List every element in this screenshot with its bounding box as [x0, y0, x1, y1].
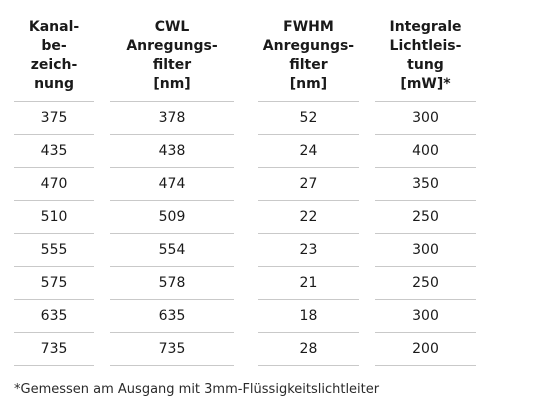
cell-kanal: 735 [14, 333, 95, 366]
header-kanalbezeichnung: Kanal- be- zeich- nung [14, 18, 95, 102]
footnote: *Gemessen am Ausgang mit 3mm-Flüssigkeit… [14, 382, 380, 397]
table-row: 435 438 24 400 [14, 135, 477, 168]
cell-kanal: 575 [14, 267, 95, 300]
cell-lichtleistung: 300 [374, 300, 477, 333]
cell-lichtleistung: 400 [374, 135, 477, 168]
cell-fwhm: 24 [257, 135, 359, 168]
table-header: Kanal- be- zeich- nung CWL Anregungs- fi… [14, 18, 477, 102]
cell-cwl: 635 [110, 300, 234, 333]
cell-fwhm: 27 [257, 168, 359, 201]
table-row: 635 635 18 300 [14, 300, 477, 333]
cell-cwl: 735 [110, 333, 234, 366]
cell-lichtleistung: 300 [374, 102, 477, 135]
cell-cwl: 509 [110, 201, 234, 234]
cell-kanal: 510 [14, 201, 95, 234]
cell-fwhm: 21 [257, 267, 359, 300]
table-row: 555 554 23 300 [14, 234, 477, 267]
cell-cwl: 438 [110, 135, 234, 168]
data-table: Kanal- be- zeich- nung CWL Anregungs- fi… [14, 18, 477, 366]
cell-cwl: 378 [110, 102, 234, 135]
header-lichtleistung: Integrale Lichtleis- tung [mW]* [374, 18, 477, 102]
cell-kanal: 635 [14, 300, 95, 333]
table-row: 510 509 22 250 [14, 201, 477, 234]
header-fwhm: FWHM Anregungs- filter [nm] [257, 18, 359, 102]
cell-fwhm: 28 [257, 333, 359, 366]
cell-fwhm: 52 [257, 102, 359, 135]
cell-kanal: 375 [14, 102, 95, 135]
cell-lichtleistung: 350 [374, 168, 477, 201]
cell-lichtleistung: 250 [374, 201, 477, 234]
cell-kanal: 435 [14, 135, 95, 168]
cell-fwhm: 18 [257, 300, 359, 333]
cell-cwl: 578 [110, 267, 234, 300]
cell-cwl: 474 [110, 168, 234, 201]
table-row: 735 735 28 200 [14, 333, 477, 366]
cell-fwhm: 23 [257, 234, 359, 267]
table-row: 575 578 21 250 [14, 267, 477, 300]
cell-kanal: 470 [14, 168, 95, 201]
cell-lichtleistung: 200 [374, 333, 477, 366]
table-row: 375 378 52 300 [14, 102, 477, 135]
cell-fwhm: 22 [257, 201, 359, 234]
cell-cwl: 554 [110, 234, 234, 267]
cell-kanal: 555 [14, 234, 95, 267]
header-cwl: CWL Anregungs- filter [nm] [110, 18, 234, 102]
cell-lichtleistung: 300 [374, 234, 477, 267]
cell-lichtleistung: 250 [374, 267, 477, 300]
table-row: 470 474 27 350 [14, 168, 477, 201]
